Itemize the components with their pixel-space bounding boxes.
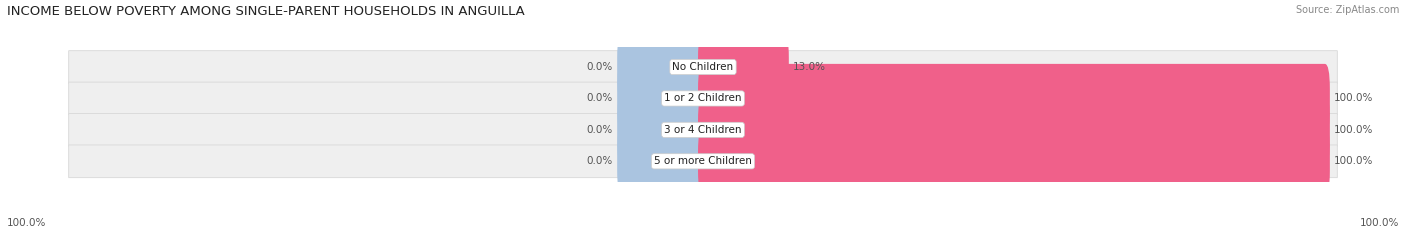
Text: INCOME BELOW POVERTY AMONG SINGLE-PARENT HOUSEHOLDS IN ANGUILLA: INCOME BELOW POVERTY AMONG SINGLE-PARENT… [7,5,524,18]
FancyBboxPatch shape [69,51,1337,83]
FancyBboxPatch shape [617,32,709,102]
Text: 0.0%: 0.0% [586,156,613,166]
Text: 0.0%: 0.0% [586,93,613,103]
Text: 1 or 2 Children: 1 or 2 Children [664,93,742,103]
FancyBboxPatch shape [69,82,1337,115]
Text: 100.0%: 100.0% [1334,93,1374,103]
Text: 3 or 4 Children: 3 or 4 Children [664,125,742,135]
Text: 100.0%: 100.0% [1334,156,1374,166]
FancyBboxPatch shape [69,113,1337,146]
Text: 100.0%: 100.0% [7,218,46,228]
Text: 5 or more Children: 5 or more Children [654,156,752,166]
Text: No Children: No Children [672,62,734,72]
Text: 100.0%: 100.0% [1334,125,1374,135]
FancyBboxPatch shape [697,64,1330,133]
FancyBboxPatch shape [697,32,789,102]
FancyBboxPatch shape [617,64,709,133]
FancyBboxPatch shape [697,127,1330,196]
FancyBboxPatch shape [697,95,1330,164]
Text: 100.0%: 100.0% [1360,218,1399,228]
FancyBboxPatch shape [617,95,709,164]
FancyBboxPatch shape [617,127,709,196]
Text: 0.0%: 0.0% [586,125,613,135]
Text: 13.0%: 13.0% [793,62,827,72]
FancyBboxPatch shape [69,145,1337,178]
Text: 0.0%: 0.0% [586,62,613,72]
Text: Source: ZipAtlas.com: Source: ZipAtlas.com [1295,5,1399,15]
